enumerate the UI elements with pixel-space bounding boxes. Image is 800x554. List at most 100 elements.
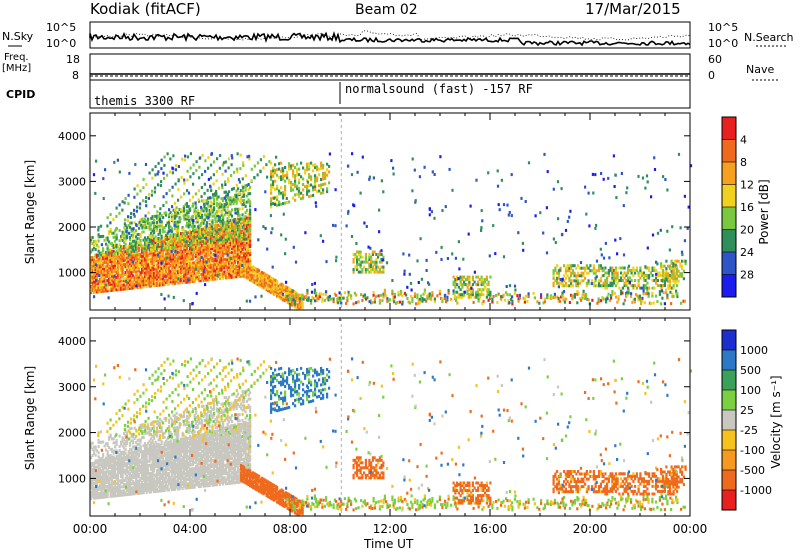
power-cell: [91, 236, 94, 239]
power-cell: [100, 273, 103, 277]
power-cell: [205, 276, 208, 280]
power-cell: [669, 274, 672, 277]
power-cell: [174, 257, 177, 261]
power-cell: [151, 272, 154, 276]
power-cell: [231, 234, 234, 238]
cpid-panel-frame: [89, 79, 691, 109]
power-cell: [151, 229, 154, 233]
power-cell: [198, 279, 201, 283]
power-cell: [132, 284, 135, 288]
power-cell: [175, 226, 178, 230]
power-cell: [112, 246, 115, 249]
power-cell: [163, 258, 166, 262]
power-cell: [111, 266, 114, 270]
power-cell: [186, 233, 189, 237]
power-cell: [136, 184, 139, 188]
power-cell: [273, 289, 276, 293]
power-cell: [613, 281, 616, 285]
power-cell: [169, 278, 172, 282]
power-cell: [295, 299, 298, 302]
power-cell: [145, 270, 148, 274]
power-cell: [243, 243, 246, 247]
power-cell: [259, 273, 262, 277]
power-cell: [247, 275, 250, 279]
power-cell: [139, 252, 142, 256]
power-cell: [291, 301, 294, 305]
power-cell: [663, 279, 666, 282]
power-cell: [121, 279, 124, 283]
power-cell: [689, 164, 693, 168]
power-cell: [135, 263, 138, 267]
power-cell: [94, 191, 97, 195]
power-cell: [177, 242, 180, 246]
power-cell: [213, 160, 216, 164]
power-cell: [112, 264, 115, 267]
power-cell: [225, 259, 228, 263]
power-cell: [141, 285, 144, 289]
power-cell: [254, 295, 257, 299]
power-cell: [112, 235, 115, 239]
power-cell: [114, 278, 117, 282]
power-cell: [601, 296, 604, 299]
power-cell: [114, 270, 117, 273]
power-cell: [363, 221, 366, 225]
power-cell: [223, 238, 226, 241]
power-cell: [109, 258, 112, 262]
power-cell: [279, 285, 282, 289]
power-cell: [244, 215, 247, 219]
power-cell: [91, 276, 94, 280]
power-cell: [175, 244, 178, 248]
power-cell: [138, 255, 141, 259]
power-cell: [249, 251, 252, 255]
power-cell: [105, 269, 108, 272]
power-cell: [151, 265, 154, 269]
power-cell: [193, 240, 196, 244]
power-cell: [641, 274, 644, 277]
power-cell: [204, 254, 207, 257]
power-cell: [210, 226, 213, 230]
power-cell: [200, 208, 203, 212]
power-cell: [238, 242, 241, 245]
power-cell: [606, 276, 609, 280]
power-cell: [229, 222, 232, 226]
power-cell: [231, 265, 234, 269]
power-cell: [180, 234, 183, 238]
power-cell: [232, 257, 235, 261]
power-cell: [120, 257, 123, 261]
power-cell: [184, 241, 187, 245]
power-cell: [210, 265, 213, 269]
power-cell: [298, 178, 301, 182]
power-cell: [192, 234, 195, 238]
power-cell: [214, 212, 217, 216]
power-cell: [502, 255, 506, 259]
power-cell: [189, 255, 192, 259]
power-cell: [144, 272, 147, 276]
power-cell: [102, 247, 105, 251]
power-cell: [237, 178, 241, 182]
power-cell: [159, 224, 162, 228]
power-cell: [144, 246, 147, 250]
power-cell: [243, 233, 246, 237]
power-cell: [108, 266, 111, 270]
power-cell: [241, 273, 244, 277]
power-cell: [485, 295, 488, 299]
power-cell: [234, 197, 237, 201]
power-cell: [112, 288, 115, 292]
power-cell: [247, 222, 250, 226]
power-cell: [282, 172, 285, 175]
power-cell: [477, 295, 480, 299]
power-cell: [626, 290, 629, 294]
power-cell: [183, 270, 186, 274]
power-cell: [229, 218, 232, 222]
power-cell: [156, 265, 159, 269]
power-cell: [294, 260, 298, 264]
power-cell: [97, 267, 100, 271]
power-cell: [165, 242, 168, 246]
power-cell: [271, 286, 274, 290]
power-cell: [240, 260, 243, 264]
power-cell: [196, 265, 199, 269]
power-cell: [222, 276, 225, 280]
power-cell: [211, 229, 214, 232]
power-cell: [118, 259, 121, 263]
power-cell: [234, 240, 237, 244]
